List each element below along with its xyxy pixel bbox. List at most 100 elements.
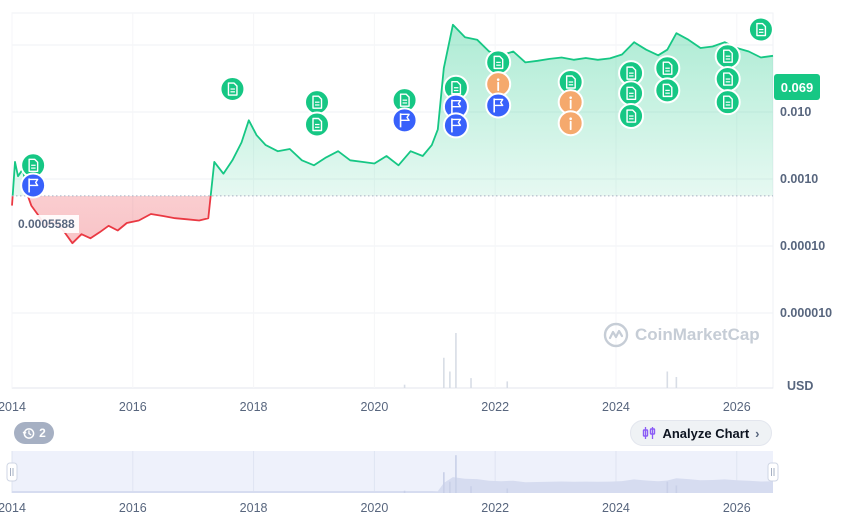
handle-grip [6,462,18,482]
volume-bar [443,357,445,388]
chevron-right-icon: › [755,425,760,441]
volume-bar [666,371,669,388]
news-event-marker[interactable] [618,103,645,130]
currency-label: USD [787,379,813,393]
flag-event-marker[interactable] [20,172,47,199]
navigator-x-tick-label: 2020 [360,501,388,515]
x-tick-label: 2024 [602,400,630,414]
document-icon [565,75,576,89]
volume-bar [449,371,451,388]
range-navigator[interactable] [6,451,779,493]
navigator-volume-bar [675,485,678,493]
y-tick-label: 0.0010 [780,172,818,186]
document-icon [626,109,637,123]
volume-bar [455,333,457,388]
history-count: 2 [39,426,46,440]
document-icon [662,61,673,75]
x-tick-label: 2018 [240,400,268,414]
current-price-tag: 0.069 [774,74,820,100]
navigator-left-handle[interactable] [6,462,18,482]
analyze-chart-label: Analyze Chart [662,425,750,441]
volume-bar [675,377,678,388]
x-tick-label: 2016 [119,400,147,414]
navigator-x-tick-label: 2026 [723,501,751,515]
news-event-marker[interactable] [618,80,645,107]
coinmarketcap-logo-icon [603,322,629,348]
handle-grip [767,462,779,482]
document-icon [723,72,733,86]
navigator-x-tick-label: 2016 [119,501,147,515]
price-line-up [11,23,774,196]
info-icon-dot [496,78,500,81]
news-event-marker[interactable] [714,43,741,70]
news-event-marker[interactable] [219,76,246,103]
document-icon [451,81,462,95]
document-icon [626,86,637,100]
y-tick-label: 0.000010 [780,306,832,320]
navigator-volume-bar [470,486,472,493]
news-event-marker[interactable] [304,111,331,138]
news-event-marker[interactable] [747,16,774,43]
news-event-marker[interactable] [485,49,512,76]
news-event-marker[interactable] [618,60,645,87]
news-event-marker[interactable] [714,89,741,116]
document-icon [28,158,39,172]
price-line-down [11,195,212,245]
baseline-price-label: 0.0005588 [14,215,79,233]
volume-bar [506,381,509,388]
document-icon [312,95,323,109]
info-icon-dot [569,117,572,120]
document-icon [399,93,410,107]
flag-event-marker[interactable] [485,92,512,119]
navigator-x-tick-label: 2014 [0,501,26,515]
news-event-marker[interactable] [304,89,331,116]
flag-icon [29,178,39,187]
x-tick-label: 2022 [481,400,509,414]
watermark: CoinMarketCap [603,322,760,348]
info-icon-dot [569,96,572,99]
navigator-x-tick-label: 2018 [240,501,268,515]
document-icon [662,83,673,98]
price-area-down [12,195,773,244]
analyze-chart-button[interactable]: Analyze Chart › [630,420,772,446]
news-event-marker[interactable] [391,87,418,114]
history-icon [22,427,35,439]
flag-event-marker[interactable] [391,107,418,134]
document-icon [723,49,733,63]
history-button[interactable]: 2 [14,422,54,444]
navigator-volume-bar [403,490,406,493]
navigator-volume-bar [455,455,457,493]
x-tick-label: 2020 [360,400,388,414]
flag-icon [400,113,410,122]
navigator-right-handle[interactable] [767,462,779,482]
y-tick-label: 0.010 [780,105,811,119]
y-tick-label: 0.00010 [780,239,825,253]
flag-event-marker[interactable] [442,112,469,139]
navigator-volume-bar [666,481,669,493]
news-event-marker[interactable] [654,55,681,82]
flag-icon [451,118,462,127]
navigator-volume-bar [443,472,445,493]
x-tick-label: 2026 [723,400,751,414]
info-event-marker[interactable] [485,71,512,98]
document-icon [756,22,767,37]
navigator-volume-bar [506,488,509,493]
news-event-marker[interactable] [714,66,741,93]
document-icon [227,82,238,96]
document-icon [723,95,733,109]
news-event-marker[interactable] [654,77,681,104]
price-area-up [12,24,773,196]
x-tick-label: 2014 [0,400,26,414]
document-icon [626,66,637,80]
info-event-marker[interactable] [557,110,584,137]
candlestick-icon [643,427,656,439]
document-icon [312,117,323,132]
flag-icon [451,99,462,108]
volume-bar [403,384,406,388]
navigator-silhouette [12,477,773,493]
flag-icon [494,98,504,107]
document-icon [493,55,504,70]
navigator-volume-bar [449,481,451,493]
navigator-x-tick-label: 2022 [481,501,509,515]
